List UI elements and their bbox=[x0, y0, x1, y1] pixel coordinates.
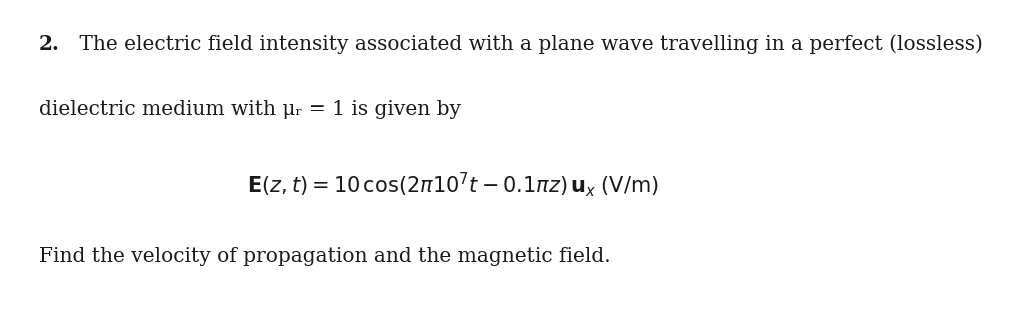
Text: Find the velocity of propagation and the magnetic field.: Find the velocity of propagation and the… bbox=[39, 247, 611, 266]
Text: 2.: 2. bbox=[39, 34, 60, 54]
Text: $\mathbf{E}(z, t) = 10\,\cos(2\pi 10^7 t - 0.1\pi z)\,\mathbf{u}_x\;\mathrm{(V/m: $\mathbf{E}(z, t) = 10\,\cos(2\pi 10^7 t… bbox=[247, 170, 659, 199]
Text: The electric field intensity associated with a plane wave travelling in a perfec: The electric field intensity associated … bbox=[73, 34, 983, 54]
Text: dielectric medium with μᵣ = 1 is given by: dielectric medium with μᵣ = 1 is given b… bbox=[39, 100, 461, 119]
